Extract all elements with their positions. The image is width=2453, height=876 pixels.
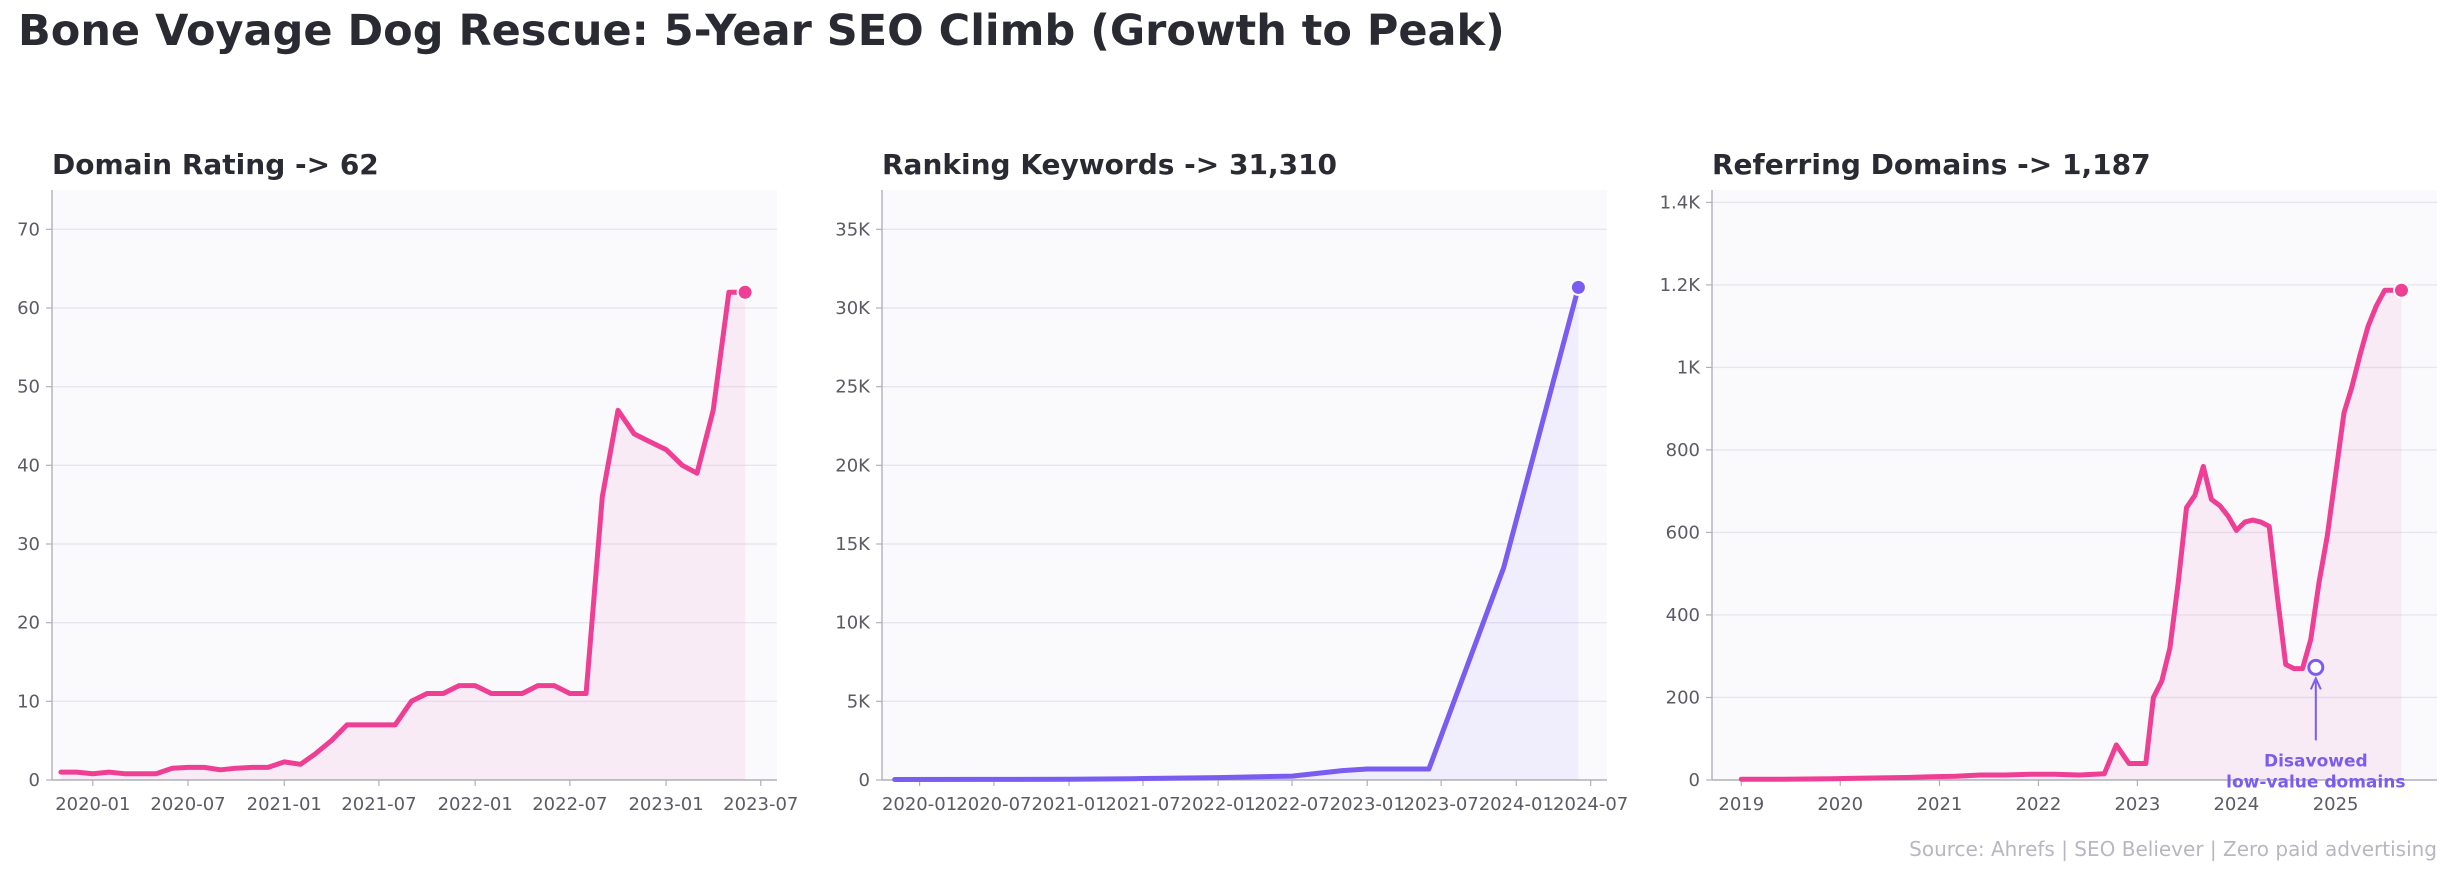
annotation-arrow-head <box>2309 675 2322 690</box>
x-tick-label: 2020-01 <box>55 794 130 815</box>
series-line <box>892 284 1581 782</box>
y-tick-label: 0 <box>859 770 870 791</box>
y-tick-label: 25K <box>835 377 871 398</box>
x-tick-label: 2022-01 <box>438 794 513 815</box>
x-tick-label: 2022-07 <box>532 794 607 815</box>
annotation-point-marker <box>2307 658 2325 676</box>
x-tick-label: 2020-07 <box>956 794 1031 815</box>
y-tick-label: 10 <box>17 691 40 712</box>
x-tick-label: 2025 <box>2313 794 2359 815</box>
source-footer: Source: Ahrefs | SEO Believer | Zero pai… <box>1909 837 2437 861</box>
y-tick-label: 30 <box>17 534 40 555</box>
plot-background <box>52 190 777 780</box>
x-tick-label: 2022-07 <box>1254 794 1329 815</box>
x-tick-label: 2023-07 <box>1404 794 1479 815</box>
y-tick-label: 15K <box>835 534 871 555</box>
y-tick-label: 5K <box>847 691 871 712</box>
y-tick-label: 600 <box>1666 522 1700 543</box>
x-tick-label: 2024-07 <box>1553 794 1628 815</box>
y-tick-label: 10K <box>835 613 871 634</box>
series-line <box>1738 287 2404 782</box>
y-tick-label: 20 <box>17 613 40 634</box>
series-line <box>58 289 748 777</box>
y-tick-label: 1.2K <box>1660 275 1702 296</box>
panel-referring-domains: Referring Domains -> 1,187 0 200 400 600 800 1… <box>1660 148 2437 815</box>
y-tick-label: 35K <box>835 219 871 240</box>
x-tick-label: 2019 <box>1718 794 1764 815</box>
x-tick-label: 2022 <box>2016 794 2062 815</box>
x-tick-label: 2023-01 <box>628 794 703 815</box>
x-tick-label: 2020-07 <box>150 794 225 815</box>
x-tick-label: 2021 <box>1917 794 1963 815</box>
panel-ranking-keywords: Ranking Keywords -> 31,310 0 5K 10K 15K 20K 25… <box>835 148 1628 815</box>
annotation-label-line2: low-value domains <box>2226 772 2405 792</box>
series-area <box>1741 290 2402 780</box>
y-tick-label: 50 <box>17 377 40 398</box>
y-tick-label: 0 <box>29 770 40 791</box>
panel-title: Ranking Keywords -> 31,310 <box>882 148 1337 181</box>
page-title: Bone Voyage Dog Rescue: 5-Year SEO Climb… <box>18 6 1505 56</box>
panel-title: Domain Rating -> 62 <box>52 148 379 181</box>
plot-background <box>882 190 1607 780</box>
endpoint-marker <box>1569 278 1587 296</box>
series-area <box>894 287 1579 780</box>
x-tick-label: 2024 <box>2213 794 2259 815</box>
endpoint-marker <box>2392 281 2410 299</box>
x-tick-label: 2024-01 <box>1479 794 1554 815</box>
y-tick-label: 200 <box>1666 687 1700 708</box>
y-tick-label: 1.4K <box>1660 192 1702 213</box>
y-tick-label: 20K <box>835 455 871 476</box>
y-tick-label: 800 <box>1666 440 1700 461</box>
y-tick-label: 30K <box>835 298 871 319</box>
x-tick-label: 2023-07 <box>723 794 798 815</box>
y-tick-label: 400 <box>1666 605 1700 626</box>
x-tick-label: 2021-01 <box>1031 794 1106 815</box>
series-area <box>60 292 746 780</box>
y-tick-label: 40 <box>17 455 40 476</box>
panel-title: Referring Domains -> 1,187 <box>1712 148 2151 181</box>
panel-domain-rating: Domain Rating -> 62 0 10 20 30 40 50 60 70 2020-0… <box>17 148 798 815</box>
x-tick-label: 2022-01 <box>1181 794 1256 815</box>
x-tick-label: 2023-01 <box>1330 794 1405 815</box>
y-tick-label: 60 <box>17 298 40 319</box>
x-tick-label: 2020-01 <box>882 794 957 815</box>
annotation-label-line1: Disavowed <box>2264 751 2368 771</box>
x-tick-label: 2021-01 <box>247 794 322 815</box>
endpoint-marker <box>736 283 754 301</box>
x-tick-label: 2023 <box>2114 794 2160 815</box>
y-tick-label: 1K <box>1677 357 1701 378</box>
x-tick-label: 2021-07 <box>341 794 416 815</box>
y-tick-label: 0 <box>1689 770 1700 791</box>
x-tick-label: 2020 <box>1817 794 1863 815</box>
y-tick-label: 70 <box>17 219 40 240</box>
x-tick-label: 2021-07 <box>1105 794 1180 815</box>
